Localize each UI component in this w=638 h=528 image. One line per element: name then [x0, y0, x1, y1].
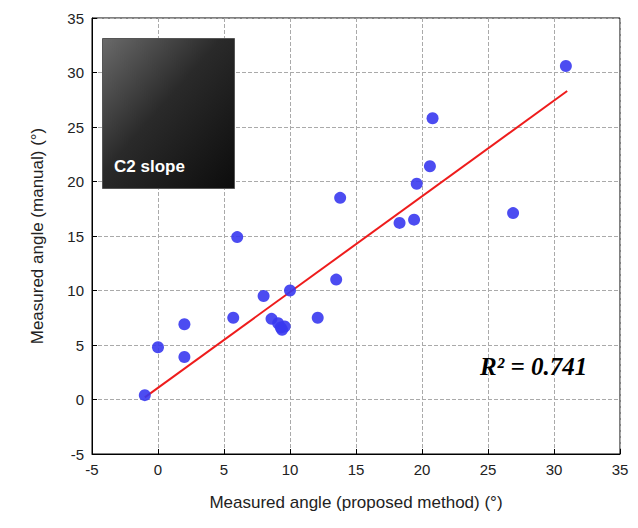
svg-text:15: 15	[67, 228, 84, 245]
svg-text:25: 25	[67, 119, 84, 136]
svg-text:-5: -5	[71, 446, 84, 463]
svg-text:C2 slope: C2 slope	[114, 157, 185, 176]
svg-text:10: 10	[67, 282, 84, 299]
svg-text:Measured angle (manual) (°): Measured angle (manual) (°)	[28, 128, 47, 345]
svg-text:10: 10	[282, 461, 299, 478]
svg-text:20: 20	[414, 461, 431, 478]
svg-text:5: 5	[76, 337, 84, 354]
svg-text:-5: -5	[85, 461, 98, 478]
svg-text:25: 25	[480, 461, 497, 478]
svg-text:Measured angle (proposed metho: Measured angle (proposed method) (°)	[209, 493, 502, 512]
svg-text:30: 30	[546, 461, 563, 478]
svg-text:35: 35	[67, 10, 84, 27]
svg-text:0: 0	[76, 391, 84, 408]
svg-text:35: 35	[612, 461, 629, 478]
svg-text:5: 5	[220, 461, 228, 478]
svg-text:R² = 0.741: R² = 0.741	[479, 353, 587, 380]
svg-text:20: 20	[67, 173, 84, 190]
svg-text:30: 30	[67, 64, 84, 81]
svg-text:0: 0	[154, 461, 162, 478]
svg-text:15: 15	[348, 461, 365, 478]
